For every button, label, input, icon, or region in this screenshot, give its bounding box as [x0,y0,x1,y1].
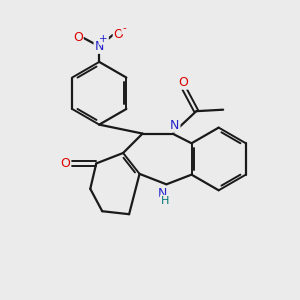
Text: -: - [122,23,126,34]
Text: H: H [161,196,169,206]
Text: O: O [114,28,124,41]
Text: O: O [178,76,188,89]
Text: N: N [94,40,104,53]
Text: N: N [157,187,167,200]
Text: N: N [170,119,179,132]
Text: O: O [73,31,83,44]
Text: +: + [99,34,108,44]
Text: O: O [60,157,70,170]
